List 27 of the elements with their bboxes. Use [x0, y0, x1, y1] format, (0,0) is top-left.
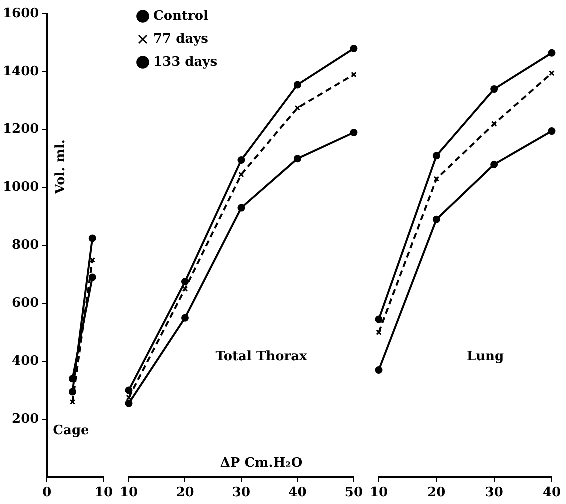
y-tick-label: 800	[12, 238, 40, 254]
x-tick-label: 40	[542, 486, 562, 501]
x-tick-label: 30	[485, 486, 504, 501]
x-tick-label: 20	[428, 486, 446, 501]
legend-label: 133 days	[154, 54, 218, 70]
annotation: Lung	[466, 349, 504, 364]
y-tick-label: 1600	[2, 6, 40, 22]
annotation: Total Thorax	[216, 349, 308, 364]
y-tick-label: 1000	[2, 180, 40, 196]
x-tick-label: 10	[94, 486, 113, 501]
x-tick-label: 50	[344, 486, 363, 501]
x-tick-label: 10	[370, 486, 388, 501]
x-tick-label: 0	[42, 486, 52, 501]
annotation: Cage	[53, 423, 90, 438]
y-tick-label: 600	[12, 296, 40, 311]
y-tick-label: 1200	[2, 122, 40, 138]
x-tick-label: 20	[176, 486, 194, 501]
x-tick-label: 40	[288, 486, 307, 501]
y-axis-title: Vol. ml.	[54, 140, 69, 196]
legend-label: 77 days	[154, 32, 209, 47]
legend-label: Control	[154, 8, 208, 24]
x-tick-label: 10	[120, 486, 138, 501]
x-axis-title: ΔP Cm.H₂O	[220, 456, 303, 471]
y-tick-label: 200	[12, 412, 40, 427]
y-tick-label: 400	[12, 354, 40, 369]
y-tick-label: 1400	[2, 64, 40, 80]
x-tick-label: 30	[232, 486, 251, 501]
